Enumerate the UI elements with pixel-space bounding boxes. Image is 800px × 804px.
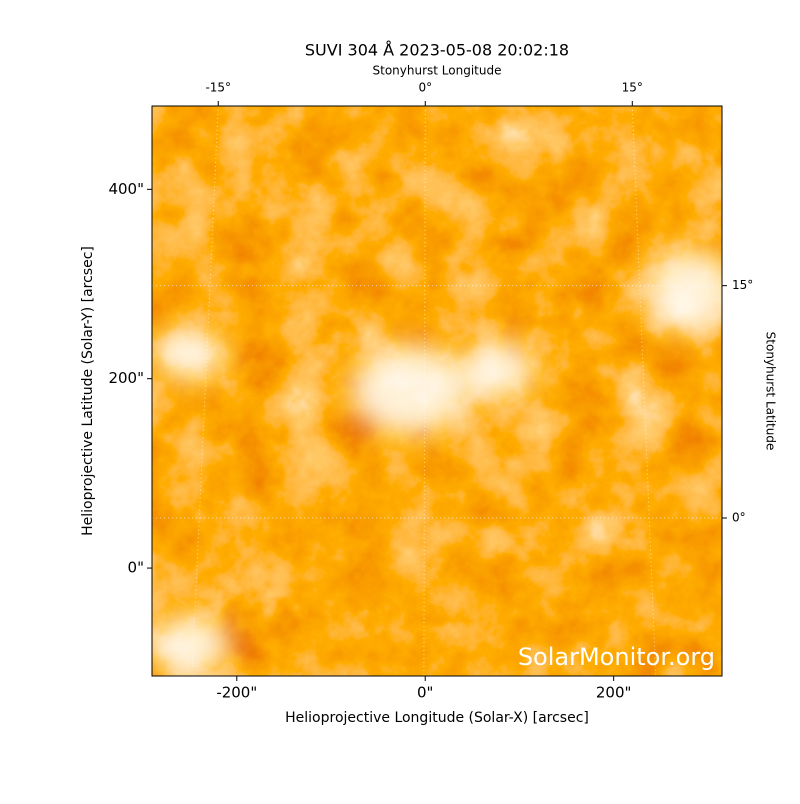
solar-image [152,106,722,676]
chart-title: SUVI 304 Å 2023-05-08 20:02:18 [305,41,569,60]
right-tick-label: 15° [732,278,753,292]
x-tick-label: 0" [417,684,433,702]
x-axis-label: Helioprojective Longitude (Solar-X) [arc… [285,710,589,726]
top-axis-label: Stonyhurst Longitude [373,64,502,78]
top-tick-label: 0° [418,81,432,95]
y-tick-label: 400" [108,180,144,198]
top-tick-label: -15° [205,81,231,95]
x-tick-label: -200" [216,684,257,702]
watermark: SolarMonitor.org [518,643,715,671]
y-axis-label: Helioprojective Latitude (Solar-Y) [arcs… [80,246,96,536]
plot-frame [151,105,723,677]
x-tick-label: 200" [596,684,632,702]
y-tick-label: 200" [108,369,144,387]
right-axis-label: Stonyhurst Latitude [764,332,778,451]
y-tick-label: 0" [128,559,144,577]
top-tick-label: 15° [622,81,643,95]
right-tick-label: 0° [732,511,746,525]
